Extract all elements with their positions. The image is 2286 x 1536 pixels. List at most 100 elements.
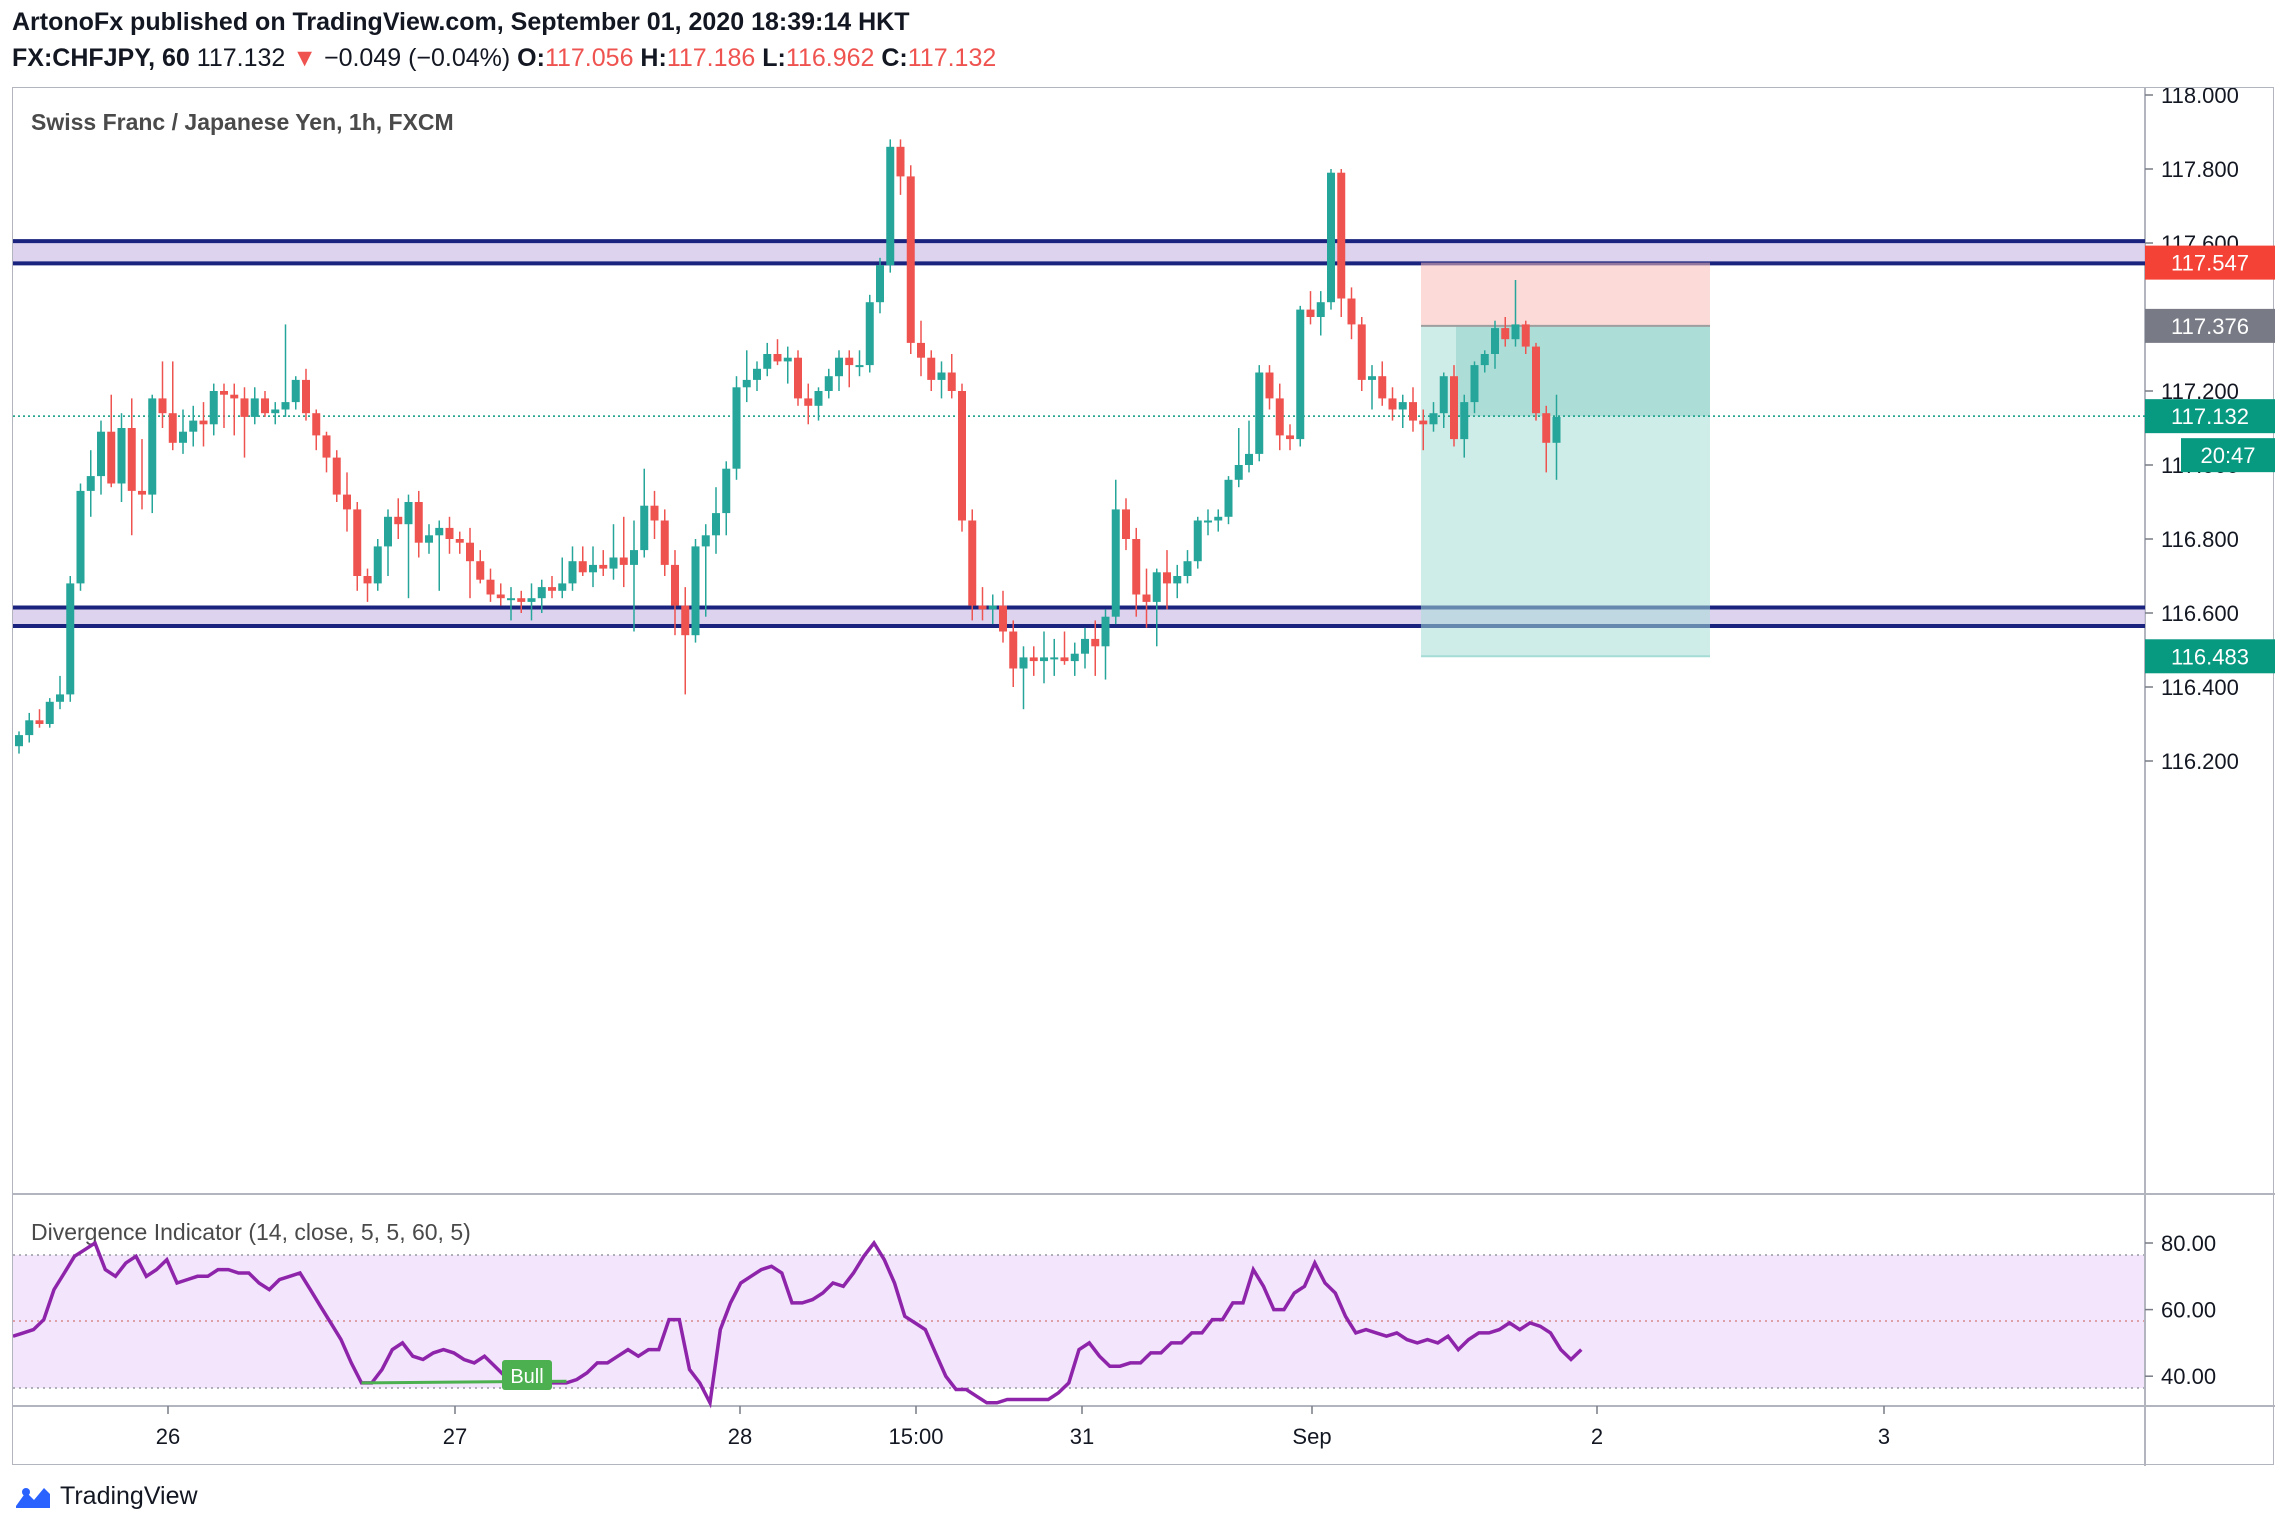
candle-body — [435, 527, 444, 536]
candle — [76, 483, 85, 591]
candle-body — [917, 342, 925, 358]
candle-body — [86, 476, 95, 491]
candle — [425, 524, 433, 554]
close-value: 117.132 — [907, 44, 997, 72]
candle-body — [1101, 616, 1110, 647]
candle — [1532, 342, 1540, 421]
candle — [312, 409, 321, 451]
candle — [302, 368, 310, 421]
candle-body — [814, 391, 823, 406]
candle — [681, 587, 690, 695]
candle-body — [66, 583, 75, 695]
candle-body — [1337, 172, 1346, 299]
candle-body — [373, 546, 382, 584]
candle-body — [209, 391, 218, 425]
candle-body — [558, 583, 567, 591]
candle — [599, 550, 608, 576]
candle-body — [1552, 416, 1561, 443]
price-label-bg — [2181, 438, 2275, 473]
candle-body — [1070, 653, 1079, 662]
candle — [1450, 365, 1458, 447]
candle — [1101, 609, 1110, 680]
candle-body — [291, 379, 300, 403]
candle — [97, 420, 105, 495]
time-tick-label: 26 — [156, 1424, 180, 1449]
candle — [107, 394, 116, 488]
candle — [1275, 383, 1284, 451]
candle — [1306, 291, 1315, 325]
candle-body — [1450, 376, 1458, 440]
candle-body — [1286, 435, 1294, 440]
candle-body — [199, 420, 208, 425]
candle-body — [650, 505, 659, 521]
candle-body — [1480, 354, 1489, 366]
candle-body — [1501, 328, 1510, 340]
candle — [537, 579, 546, 613]
candle — [1040, 631, 1048, 684]
time-tick-label: 15:00 — [888, 1424, 943, 1449]
candle — [220, 383, 228, 428]
candle — [999, 590, 1007, 643]
candle — [804, 383, 813, 425]
candle — [250, 387, 259, 425]
candle-body — [1183, 561, 1192, 576]
open-label: O: — [517, 44, 545, 72]
candle — [1255, 365, 1264, 462]
candle-body — [1296, 309, 1305, 440]
candle — [958, 383, 966, 532]
price-pane-bg — [13, 88, 2145, 1194]
candle — [1070, 642, 1079, 676]
candle — [1214, 509, 1223, 532]
candle-body — [1163, 572, 1171, 584]
candle — [1470, 361, 1479, 414]
candle — [1316, 291, 1325, 336]
candle — [1183, 550, 1192, 584]
tradingview-footer[interactable]: TradingView — [14, 1482, 198, 1511]
candle — [56, 675, 64, 710]
candle — [640, 468, 649, 558]
candle — [763, 342, 772, 377]
candle — [127, 398, 136, 536]
indicator-tick-label: 60.00 — [2161, 1298, 2216, 1323]
candle — [414, 490, 423, 558]
down-arrow-icon: ▼ — [292, 44, 318, 72]
candle — [1480, 350, 1489, 373]
candle-body — [1019, 657, 1028, 669]
candle — [722, 461, 731, 536]
candle-body — [978, 605, 987, 610]
candle — [876, 257, 884, 314]
candle — [384, 509, 392, 576]
candle — [937, 361, 946, 399]
candle-body — [312, 413, 321, 436]
candle-body — [240, 398, 249, 417]
candle — [117, 413, 126, 502]
candle-body — [1306, 309, 1315, 317]
bull-label: Bull — [510, 1366, 543, 1388]
candle — [507, 587, 515, 621]
candle-body — [322, 435, 331, 458]
candle — [578, 546, 587, 576]
candle-body — [1091, 638, 1100, 647]
candle — [291, 376, 300, 410]
candle — [168, 361, 177, 451]
candle-body — [384, 516, 392, 547]
candle-body — [1398, 402, 1407, 410]
candle-body — [773, 354, 782, 362]
candle-body — [1040, 657, 1048, 662]
candle — [261, 391, 269, 417]
chart-canvas[interactable]: Swiss Franc / Japanese Yen, 1h, FXCM Div… — [13, 88, 2275, 1466]
tradingview-brand: TradingView — [60, 1482, 198, 1510]
candle-body — [1255, 372, 1264, 454]
candle — [742, 350, 751, 403]
candle — [1081, 627, 1089, 669]
candle-body — [35, 720, 44, 724]
candle-body — [763, 354, 772, 369]
candle — [1378, 361, 1387, 406]
chart-frame[interactable]: Swiss Franc / Japanese Yen, 1h, FXCM Div… — [12, 87, 2275, 1466]
candle-body — [609, 557, 618, 569]
candle — [814, 387, 823, 421]
candle-body — [496, 594, 505, 599]
candle — [1193, 516, 1202, 569]
candle-body — [1460, 402, 1469, 440]
candle-body — [466, 542, 474, 562]
